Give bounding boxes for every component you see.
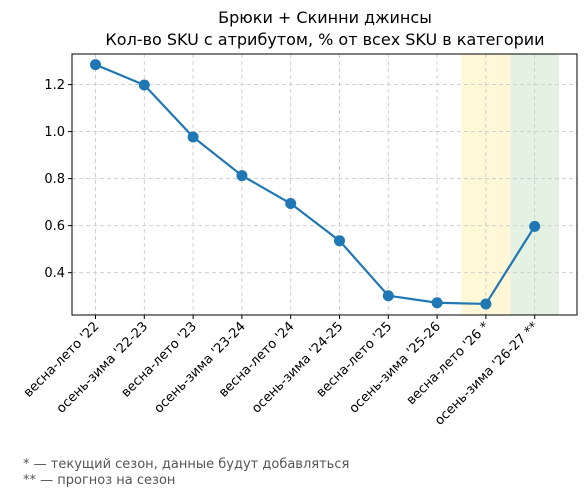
data-point xyxy=(334,235,345,247)
data-point xyxy=(382,290,394,302)
y-tick-label: 1.0 xyxy=(44,125,65,140)
data-point xyxy=(285,198,297,210)
x-tick-label: осень-зима '22-23 xyxy=(54,319,151,416)
highlight-bands xyxy=(461,54,560,315)
data-point xyxy=(480,298,492,310)
x-tick-label: осень-зима '23-24 xyxy=(151,319,248,416)
x-tick-label: осень-зима '24-25 xyxy=(249,319,346,416)
data-point xyxy=(138,79,150,91)
data-point xyxy=(90,59,101,71)
highlight-band-1 xyxy=(510,54,560,315)
x-tick-label: осень-зима '25-26 xyxy=(347,319,444,416)
y-tick-label: 0.6 xyxy=(44,219,65,234)
chart-title: Брюки + Скинни джинсы xyxy=(218,8,432,27)
footnote-current-season: * — текущий сезон, данные будут добавлят… xyxy=(23,457,350,472)
x-tick-label: весна-лето '26 * xyxy=(404,319,493,408)
footnote-forecast: ** — прогноз на сезон xyxy=(23,473,176,488)
y-tick-label: 1.2 xyxy=(44,78,65,93)
chart-subtitle: Кол-во SKU с атрибутом, % от всех SKU в … xyxy=(105,30,544,49)
data-point xyxy=(431,297,443,309)
data-point xyxy=(529,220,541,232)
data-point xyxy=(236,170,248,182)
series-line xyxy=(90,59,541,310)
y-tick-label: 0.8 xyxy=(44,172,65,187)
y-tick-label: 0.4 xyxy=(44,266,65,281)
grid-lines xyxy=(72,54,577,315)
series-polyline xyxy=(95,63,536,306)
plot-frame xyxy=(71,53,578,316)
data-point xyxy=(187,131,199,143)
